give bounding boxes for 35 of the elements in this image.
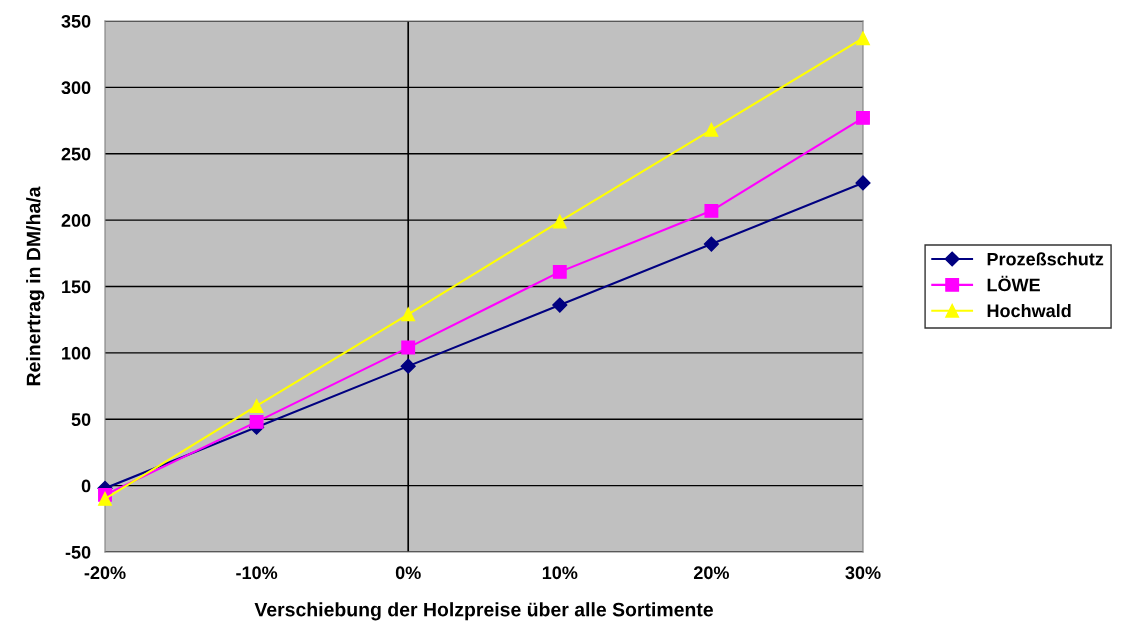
x-tick-label: 30%: [845, 566, 881, 580]
point: [855, 175, 871, 191]
legend-label: Prozeßschutz: [987, 252, 1104, 266]
x-tick-label: 0%: [395, 566, 421, 580]
legend-label: LÖWE: [987, 275, 1040, 292]
point: [703, 236, 719, 252]
x-tick-label: 10%: [542, 566, 578, 580]
point: [856, 110, 870, 125]
point: [552, 264, 567, 279]
point: [856, 31, 870, 46]
point: [249, 414, 264, 429]
y-tick-label: 300: [61, 81, 91, 95]
y-tick-label: 200: [61, 214, 91, 227]
legend-label: Hochwald: [987, 303, 1071, 318]
point: [98, 491, 112, 506]
x-axis-title: Verschiebung der Holzpreise über alle Sortimente: [254, 602, 713, 621]
y-tick-label: 0: [81, 479, 91, 493]
x-tick-label: -20%: [84, 566, 126, 580]
y-tick-label: 150: [62, 280, 91, 294]
point: [400, 358, 416, 374]
y-tick-label: 50: [71, 413, 91, 426]
y-tick-label: -50: [65, 545, 91, 559]
y-tick-label: 100: [62, 346, 91, 360]
y-tick-label: 350: [61, 14, 91, 28]
point: [704, 122, 719, 137]
point: [552, 297, 568, 313]
x-tick-label: -10%: [236, 566, 278, 580]
point: [552, 214, 567, 229]
point: [249, 399, 264, 413]
x-tick-label: 20%: [693, 566, 729, 580]
point: [401, 307, 416, 322]
point: [704, 203, 719, 218]
y-axis-title: Reinertrag in DM/ha/a: [26, 186, 45, 386]
y-tick-label: 250: [61, 147, 91, 161]
point: [401, 340, 416, 355]
